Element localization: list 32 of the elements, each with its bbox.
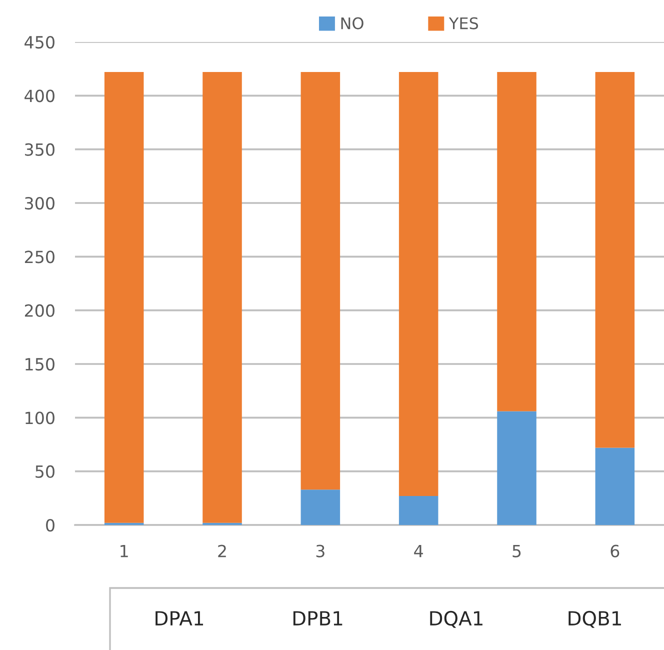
text: DPA1 [156,611,204,626]
x-tick-label: 4 [414,544,423,558]
text: DQA1 [430,610,482,628]
bar [497,411,536,525]
x-tick-label: 1 [120,544,128,558]
bar [104,72,144,523]
bar [300,72,340,490]
y-tick-label: 200 [24,304,54,317]
y-tick-label: 100 [26,412,54,424]
bar [300,490,340,525]
y-tick-label: 0 [46,518,54,532]
x-tick-label: 6 [610,544,620,558]
y-tick-label: 50 [36,465,54,478]
x-tick-label: 3 [316,544,324,558]
bar [595,448,635,525]
x-tick-label: 5 [512,544,521,558]
legend-label: YES [448,17,478,30]
y-tick-label: 400 [24,90,54,102]
bar [202,72,242,523]
y-tick-label: 450 [24,36,54,49]
x-tick-label: 2 [218,544,226,558]
text: DQB1 [568,610,621,628]
text: DPB1 [293,611,342,626]
bar [398,496,438,525]
y-tick-label: 300 [25,196,54,210]
bar [595,72,635,448]
bar [398,72,438,496]
y-tick-label: 150 [26,358,54,371]
bar [497,72,536,412]
legend-label: NO [341,17,364,30]
y-tick-label: 350 [25,143,54,156]
y-tick-label: 250 [24,250,54,264]
